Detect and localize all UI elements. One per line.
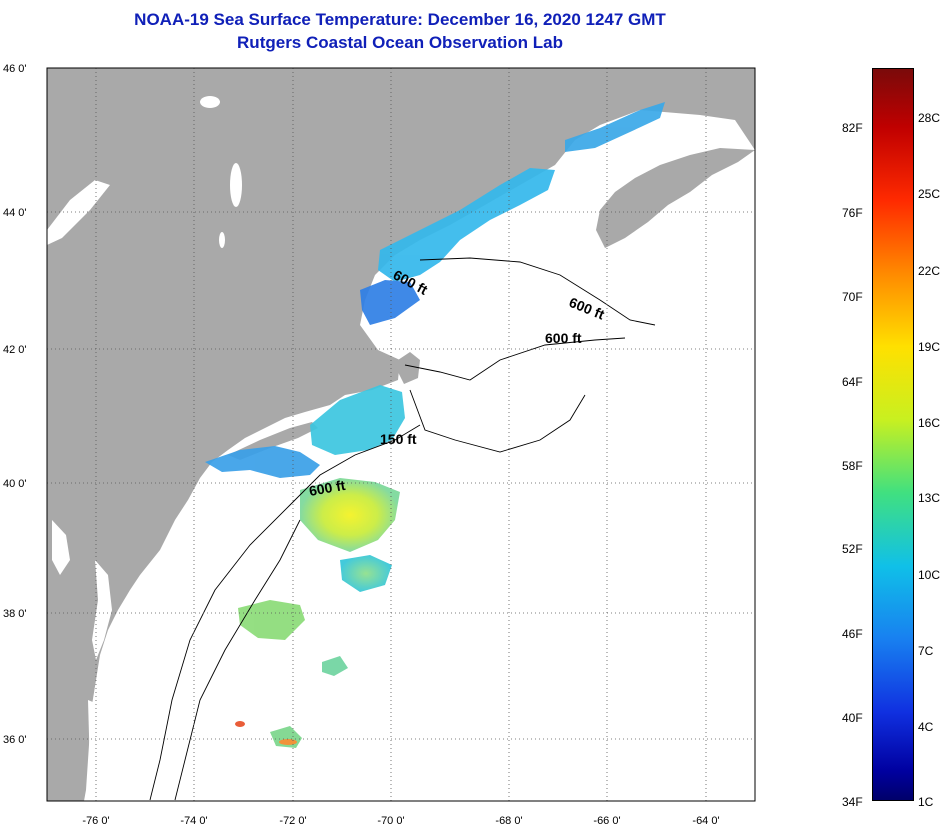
lon-label: -72 0' bbox=[279, 815, 306, 827]
lon-label: -64 0' bbox=[692, 815, 719, 827]
map-subtitle: Rutgers Coastal Ocean Observation Lab bbox=[237, 33, 563, 52]
scale-label-f: 34F bbox=[842, 795, 863, 809]
lat-label: 36 0' bbox=[3, 734, 27, 746]
sst-patch-warm bbox=[300, 478, 400, 552]
scale-label-c: 19C bbox=[918, 340, 941, 354]
sst-patch bbox=[360, 280, 420, 325]
sst-patch bbox=[378, 168, 555, 282]
lat-label: 42 0' bbox=[3, 344, 27, 356]
lon-label: -76 0' bbox=[82, 815, 109, 827]
depth-contours bbox=[149, 257, 656, 801]
scale-label-c: 13C bbox=[918, 491, 941, 505]
lat-label: 44 0' bbox=[3, 207, 27, 219]
sst-patch bbox=[340, 555, 392, 592]
lake bbox=[219, 232, 225, 248]
bay bbox=[92, 560, 112, 660]
lat-label: 38 0' bbox=[3, 608, 27, 620]
scale-label-c: 1C bbox=[918, 795, 934, 809]
lon-label: -66 0' bbox=[593, 815, 620, 827]
sst-patch bbox=[238, 600, 305, 640]
scale-label-c: 10C bbox=[918, 568, 941, 582]
map-frame bbox=[46, 67, 756, 802]
lon-label: -68 0' bbox=[495, 815, 522, 827]
land-cape-cod bbox=[398, 352, 420, 384]
map-title: NOAA-19 Sea Surface Temperature: Decembe… bbox=[134, 10, 666, 29]
sst-layer bbox=[205, 102, 665, 748]
sst-patch bbox=[205, 446, 320, 478]
depth-label: 600 ft bbox=[545, 330, 582, 346]
lon-label: -70 0' bbox=[377, 815, 404, 827]
lat-label: 46 0' bbox=[3, 63, 27, 75]
sst-patch-hot bbox=[235, 721, 245, 727]
depth-label: 600 ft bbox=[308, 477, 347, 499]
depth-label: 150 ft bbox=[380, 431, 417, 447]
sst-patch bbox=[565, 102, 665, 152]
scale-label-f: 58F bbox=[842, 459, 863, 473]
lon-label: -74 0' bbox=[180, 815, 207, 827]
lake bbox=[47, 180, 110, 245]
scale-label-f: 76F bbox=[842, 206, 863, 220]
color-scale-bar bbox=[872, 68, 914, 801]
bay bbox=[88, 700, 112, 790]
scale-label-c: 22C bbox=[918, 264, 941, 278]
scale-label-c: 4C bbox=[918, 720, 934, 734]
sst-patch-hot bbox=[279, 739, 297, 745]
scale-label-c: 25C bbox=[918, 187, 941, 201]
bay bbox=[435, 420, 460, 445]
scale-label-f: 40F bbox=[842, 711, 863, 725]
bay bbox=[52, 520, 70, 575]
scale-label-c: 28C bbox=[918, 111, 941, 125]
scale-label-f: 52F bbox=[842, 542, 863, 556]
scale-label-f: 64F bbox=[842, 375, 863, 389]
sst-patch bbox=[310, 385, 405, 455]
lake bbox=[200, 96, 220, 108]
scale-label-f: 46F bbox=[842, 627, 863, 641]
land-nova-scotia bbox=[596, 148, 755, 248]
land-mainland bbox=[47, 68, 755, 801]
scale-label-c: 16C bbox=[918, 416, 941, 430]
scale-label-c: 7C bbox=[918, 644, 934, 658]
sst-patch bbox=[322, 656, 348, 676]
scale-label-f: 70F bbox=[842, 290, 863, 304]
lat-label: 40 0' bbox=[3, 478, 27, 490]
lake bbox=[230, 163, 242, 207]
scale-label-f: 82F bbox=[842, 121, 863, 135]
